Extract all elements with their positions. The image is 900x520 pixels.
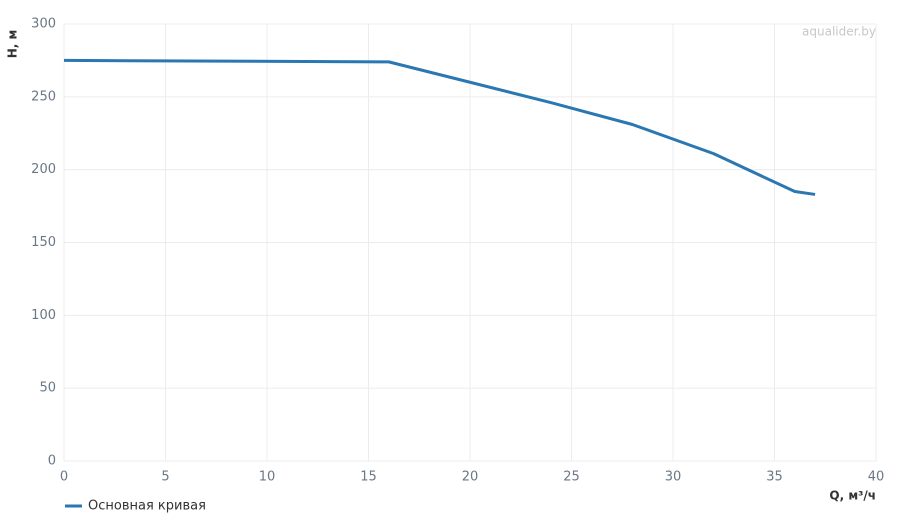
watermark: aqualider.by	[802, 25, 876, 39]
y-tick-label: 100	[31, 308, 56, 323]
y-tick-label: 300	[31, 17, 56, 32]
x-tick-label: 15	[360, 470, 377, 485]
y-tick-label: 0	[48, 454, 56, 469]
y-tick-label: 200	[31, 162, 56, 177]
x-tick-label: 10	[259, 470, 276, 485]
x-tick-label: 40	[868, 470, 885, 485]
x-tick-label: 0	[60, 470, 68, 485]
x-tick-label: 5	[161, 470, 169, 485]
y-tick-label: 50	[39, 381, 56, 396]
y-axis-label: H, м	[6, 30, 20, 59]
x-tick-label: 25	[563, 470, 580, 485]
y-tick-label: 150	[31, 235, 56, 250]
x-tick-label: 30	[665, 470, 682, 485]
x-tick-label: 20	[462, 470, 479, 485]
x-axis-label: Q, м³/ч	[829, 489, 876, 503]
line-series	[63, 58, 816, 196]
x-tick-label: 35	[766, 470, 783, 485]
legend-label: Основная кривая	[88, 499, 206, 514]
y-tick-label: 250	[31, 89, 56, 104]
